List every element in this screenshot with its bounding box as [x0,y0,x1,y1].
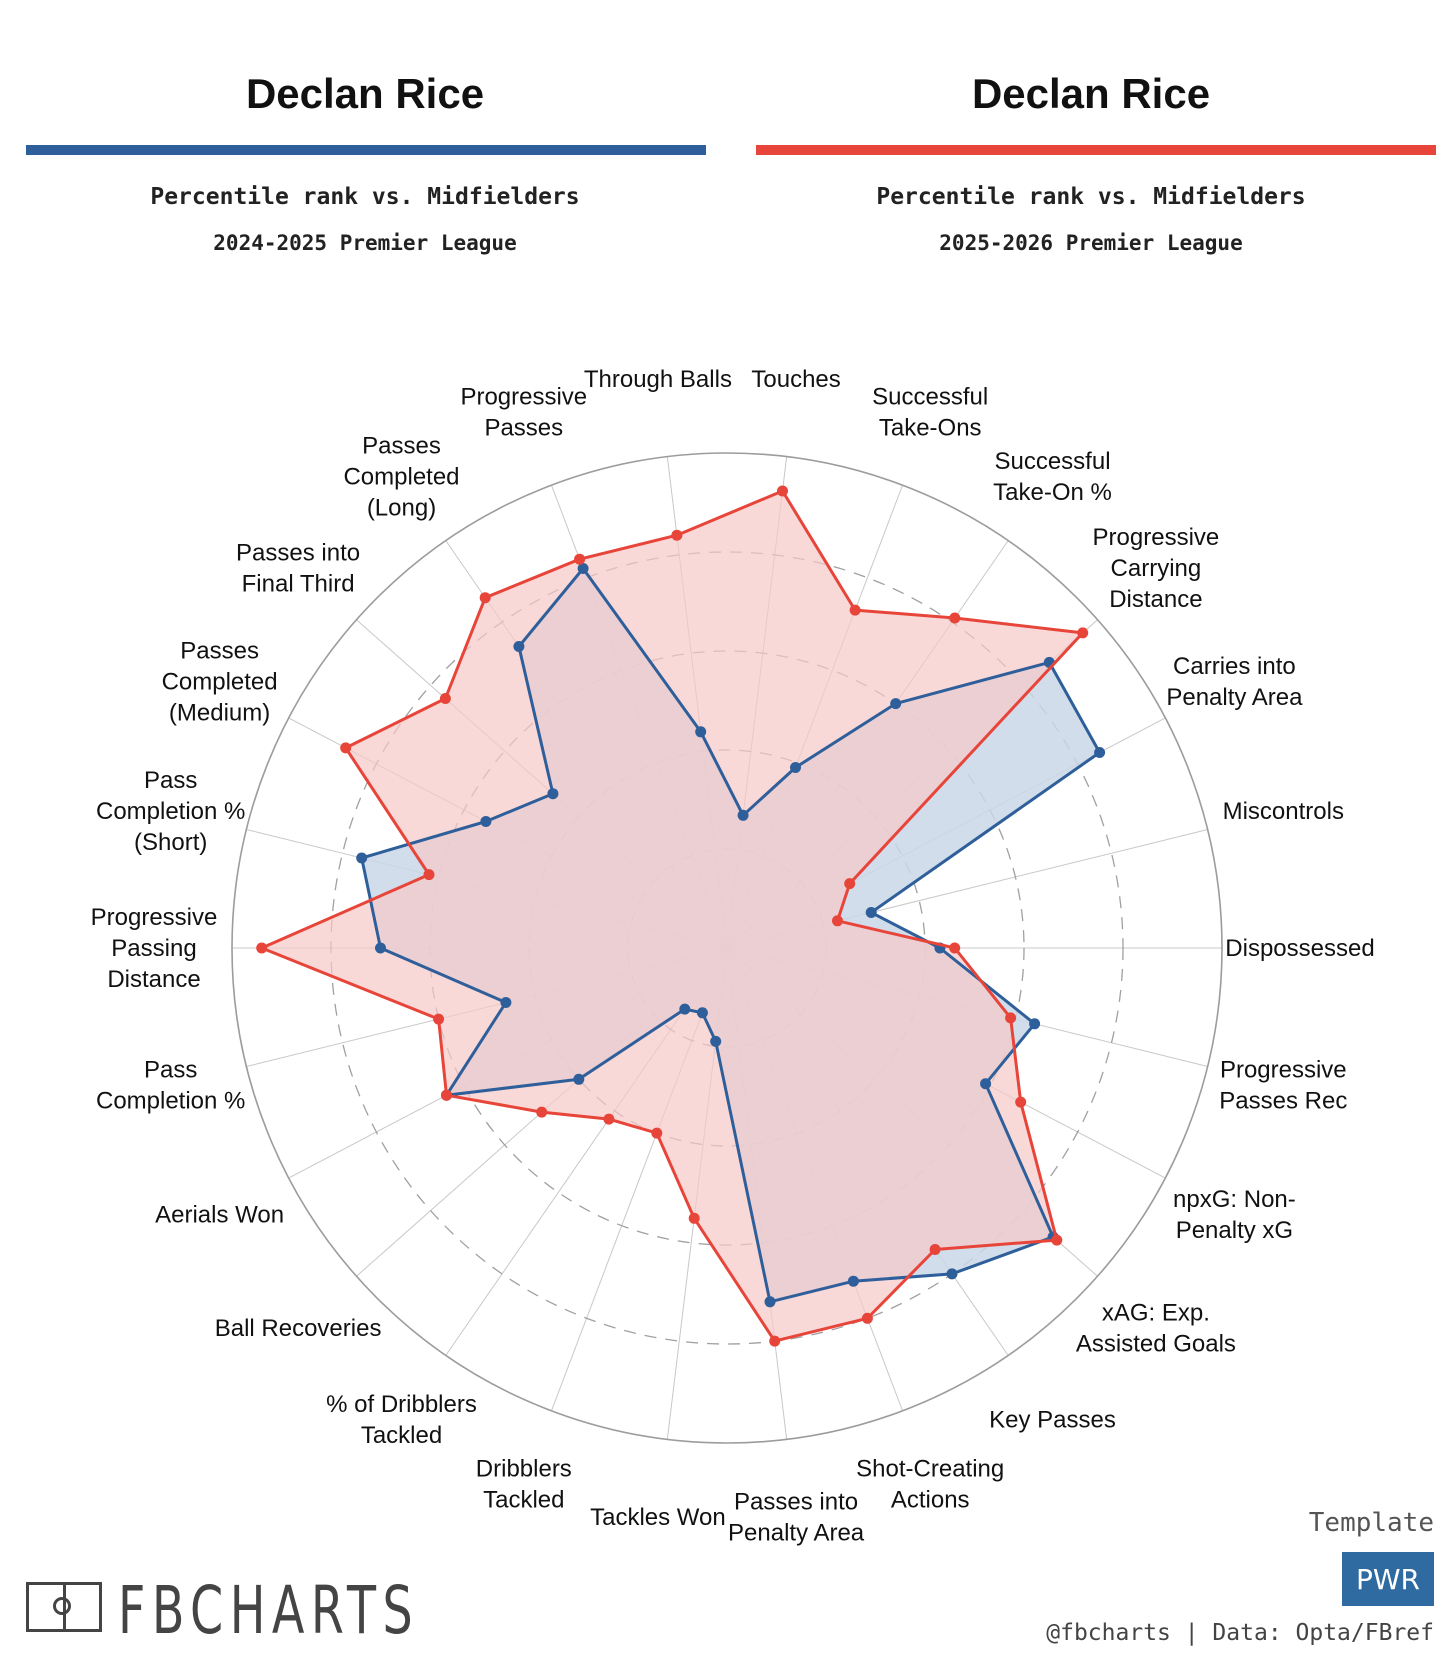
series-point [547,788,559,800]
series-point [777,485,788,497]
category-label: Ball Recoveries [215,1315,382,1342]
right-season: 2025-2026 Premier League [939,231,1243,255]
series-point [574,553,586,565]
right-player-color-bar [756,145,1436,155]
series-point [423,869,435,881]
series-fill-1 [261,491,1083,1342]
series-point [651,1127,663,1139]
series-point [890,698,902,710]
right-subtitle: Percentile rank vs. Midfielders [876,184,1306,210]
series-point [1077,627,1089,639]
category-label: Dribblers Tackled [476,1455,572,1513]
series-point [356,852,368,864]
series-point [844,878,856,890]
data-credit: @fbcharts | Data: Opta/FBref [1046,1620,1434,1646]
series-point [710,1035,722,1047]
series-point [949,612,961,624]
category-label: Passes Completed (Medium) [162,638,278,727]
category-label: Passes into Penalty Area [728,1488,865,1546]
series-point [513,641,525,652]
series-point [832,915,843,927]
series-point [764,1296,776,1308]
template-badge: PWR [1342,1552,1434,1606]
series-point [439,693,451,704]
series-point [737,809,749,821]
category-label: Dispossessed [1225,935,1374,962]
category-label: Miscontrols [1223,798,1344,825]
series-point [536,1106,548,1118]
category-label: Passes Completed (Long) [343,432,459,521]
category-label: Key Passes [989,1407,1116,1434]
series-point [696,1007,708,1019]
series-point [688,1212,700,1224]
category-label: Progressive Passes Rec [1219,1057,1347,1115]
category-label: Successful Take-Ons [872,384,988,442]
category-label: Tackles Won [590,1504,726,1531]
series-point [949,942,961,954]
series-point [1005,1012,1017,1024]
series-point [946,1268,958,1280]
series-point [849,604,861,616]
series-point [1015,1096,1027,1108]
category-label: Successful Take-On % [993,448,1112,506]
series-point [375,942,386,954]
category-label: Aerials Won [155,1201,284,1228]
series-point [1094,747,1106,758]
category-label: Touches [751,366,840,393]
series-point [847,1275,859,1287]
series-point [603,1113,615,1125]
category-label: Passes into Final Third [236,540,360,598]
series-point [256,942,268,954]
series-point [790,762,801,773]
series-point [441,1089,452,1101]
category-label: Carries into Penalty Area [1166,653,1303,711]
series-point [980,1078,992,1090]
category-label: Progressive Passing Distance [91,904,218,993]
left-player-color-bar [26,145,706,155]
category-label: xAG: Exp. Assisted Goals [1076,1300,1236,1358]
left-subtitle: Percentile rank vs. Midfielders [150,184,580,210]
pitch-logo-icon [26,1582,102,1632]
series-point [1051,1234,1063,1246]
category-label: npxG: Non-Penalty xG [1173,1186,1296,1244]
left-player-name: Declan Rice [245,70,485,117]
category-label: Through Balls [584,366,732,393]
series-point [573,1073,585,1085]
series-point [769,1335,781,1347]
category-label: Progressive Carrying Distance [1093,524,1220,613]
category-label: Shot-Creating Actions [856,1455,1004,1513]
template-label: Template [1308,1508,1434,1538]
series-point [671,529,683,541]
series-point [480,816,492,827]
series-point [679,1003,691,1015]
category-label: Progressive Passes [460,384,587,442]
series-point [695,726,707,738]
series-point [865,907,877,918]
brand-wordmark: FBCHARTS [118,1572,420,1649]
category-label: Pass Completion % (Short) [96,767,245,856]
pitch-center-circle [53,1597,71,1615]
series-point [433,1013,445,1025]
series-point [500,997,512,1008]
category-label: % of Dribblers Tackled [326,1391,477,1449]
left-season: 2024-2025 Premier League [213,231,517,255]
series-point [861,1312,873,1324]
series-point [577,563,589,574]
series-point [340,742,352,754]
category-label: Pass Completion % [96,1057,245,1115]
series-point [929,1244,941,1255]
right-player-name: Declan Rice [971,70,1211,117]
series-point [479,592,491,604]
series-point [1029,1018,1041,1030]
outer-ring [231,452,1223,1444]
